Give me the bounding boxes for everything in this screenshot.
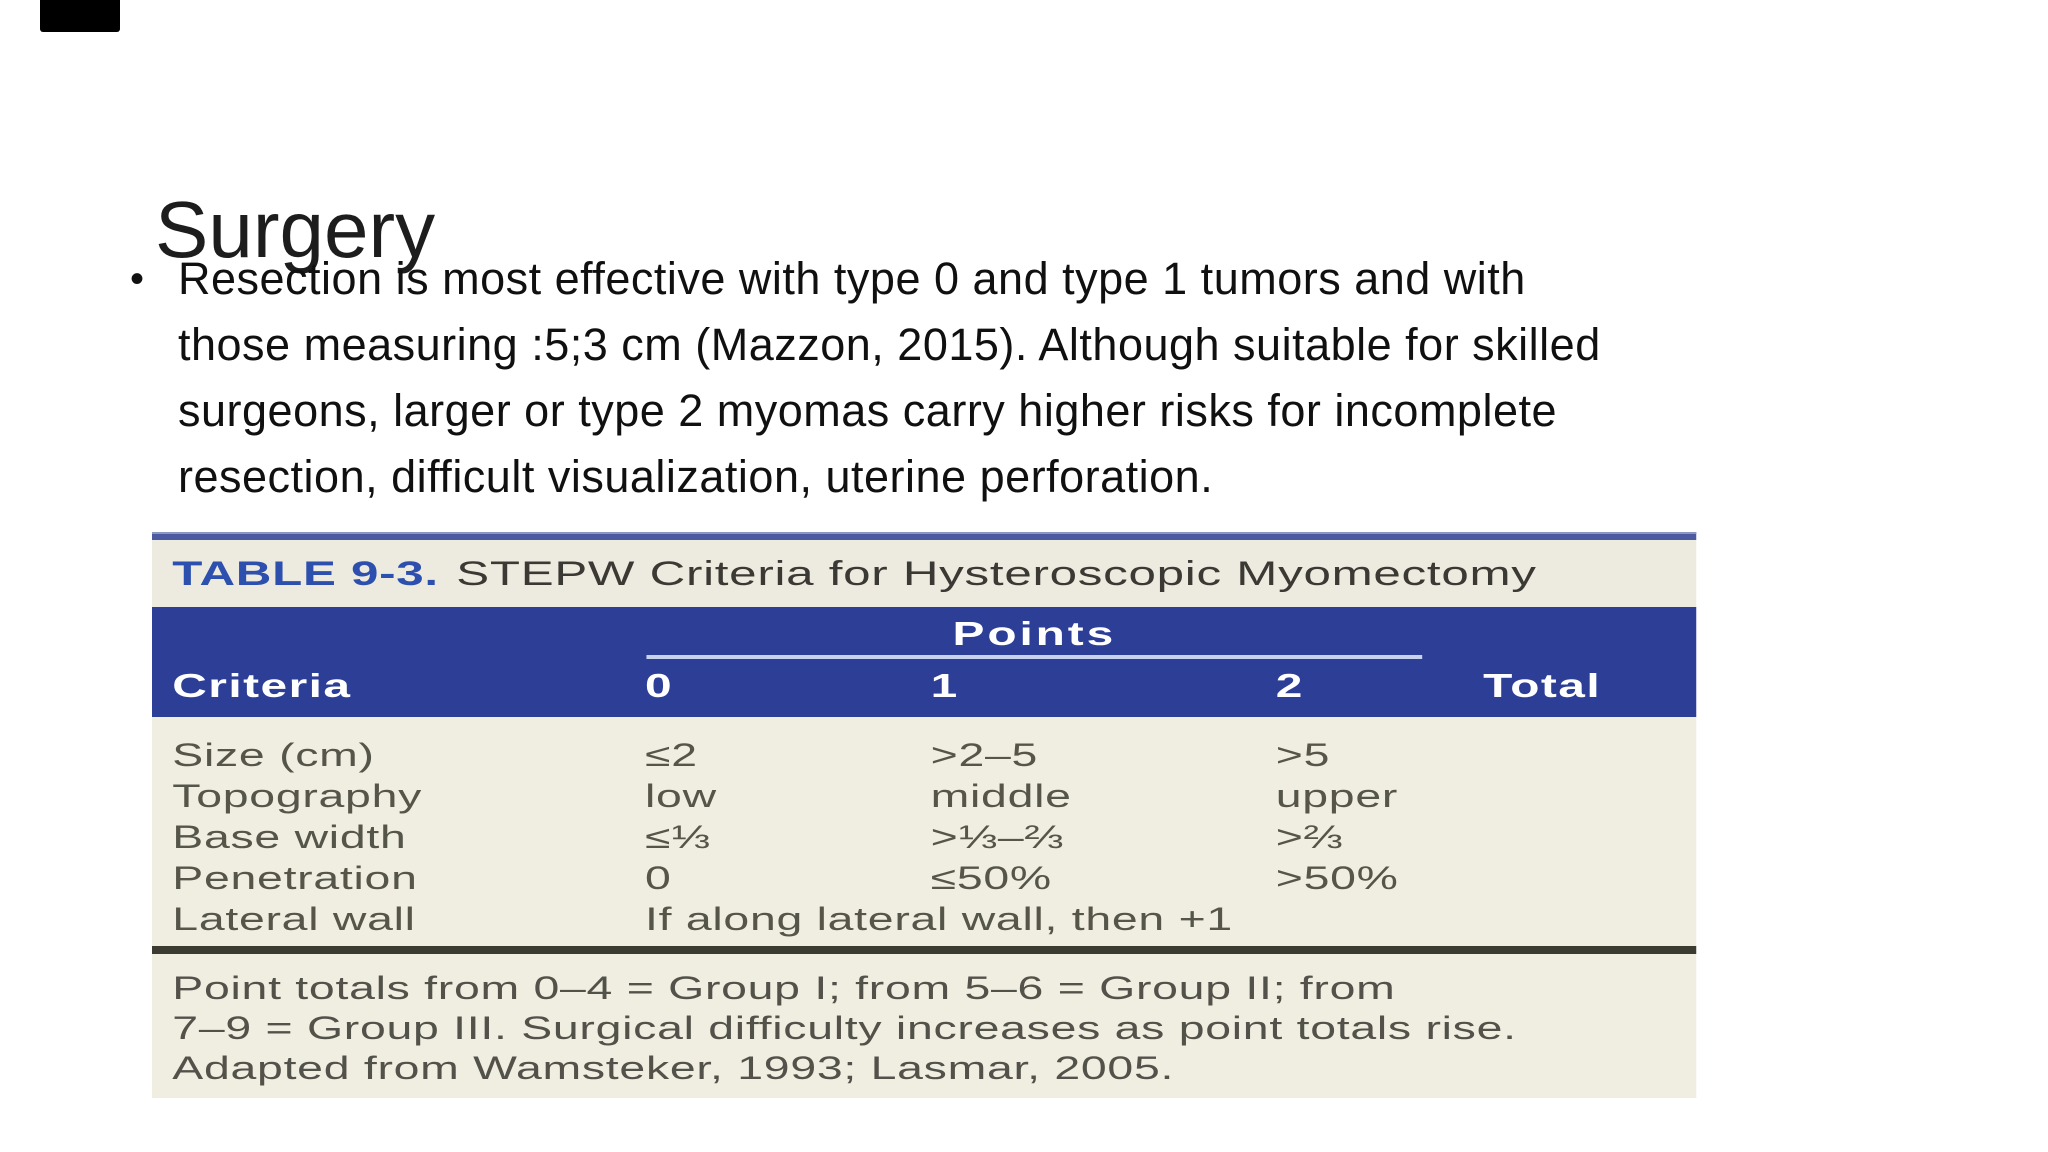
cell-span-note: If along lateral wall, then +1: [645, 901, 1233, 937]
cell-total: [1483, 858, 1695, 899]
cell-p0: ≤⅓: [645, 819, 711, 855]
table-top-rule: [152, 532, 1697, 540]
cell-p0: ≤2: [645, 737, 698, 773]
stepw-table: TABLE 9-3. STEPW Criteria for Hysteroscop…: [152, 532, 1697, 1098]
table-caption: TABLE 9-3. STEPW Criteria for Hysteroscop…: [152, 540, 1697, 607]
slide-title: Surgery: [155, 184, 436, 274]
cell-p0: low: [645, 778, 717, 814]
row-label: Lateral wall: [172, 901, 416, 937]
table-caption-title: STEPW Criteria for Hysteroscopic Myomect…: [456, 555, 1537, 593]
table-bottom-rule: [152, 946, 1697, 954]
cell-p2: >⅔: [1275, 819, 1343, 855]
cell-p0: 0: [645, 860, 672, 896]
cell-total: [1483, 776, 1695, 817]
table-row: Penetration 0 ≤50% >50%: [152, 858, 1696, 899]
cell-p1: >⅓–⅔: [930, 819, 1064, 855]
cell-p2: >50%: [1275, 860, 1399, 896]
table-row: Lateral wall If along lateral wall, then…: [152, 899, 1696, 940]
bullet-text: Resection is most effective with type 0 …: [178, 253, 1601, 502]
column-header-1: 1: [930, 667, 959, 704]
bullet-item: • Resection is most effective with type …: [130, 246, 2000, 510]
table-footnote: Point totals from 0–4 = Group I; from 5–…: [152, 954, 1697, 1098]
stepw-table-figure: TABLE 9-3. STEPW Criteria for Hysteroscop…: [152, 532, 1697, 1098]
column-header-2: 2: [1275, 667, 1304, 704]
row-label: Penetration: [172, 860, 418, 896]
cell-total: [1483, 735, 1695, 776]
top-left-black-marker: [40, 0, 120, 32]
column-header-criteria: Criteria: [172, 667, 352, 704]
table-caption-label: TABLE 9-3.: [172, 555, 439, 593]
bullet-marker: •: [130, 257, 145, 301]
table-row: Topography low middle upper: [152, 776, 1696, 817]
points-underline: [646, 655, 1423, 659]
cell-p2: >5: [1275, 737, 1331, 773]
cell-p2: upper: [1275, 778, 1399, 814]
table-header: Points Criteria 0 1 2 Total: [152, 607, 1697, 717]
table-row: Base width ≤⅓ >⅓–⅔ >⅔: [152, 817, 1696, 858]
row-label: Base width: [172, 819, 407, 855]
table-row: Size (cm) ≤2 >2–5 >5: [152, 735, 1696, 776]
row-label: Size (cm): [172, 737, 375, 773]
table-header-row: Criteria 0 1 2 Total: [152, 667, 1696, 705]
row-label: Topography: [172, 778, 423, 814]
column-header-total: Total: [1483, 667, 1602, 704]
cell-total: [1483, 817, 1695, 858]
table-body: Size (cm) ≤2 >2–5 >5 Topography low midd…: [152, 717, 1697, 946]
points-group-header: Points: [952, 615, 1117, 652]
cell-p1: middle: [930, 778, 1072, 814]
column-header-0: 0: [645, 667, 674, 704]
cell-p1: >2–5: [930, 737, 1039, 773]
cell-p1: ≤50%: [930, 860, 1052, 896]
